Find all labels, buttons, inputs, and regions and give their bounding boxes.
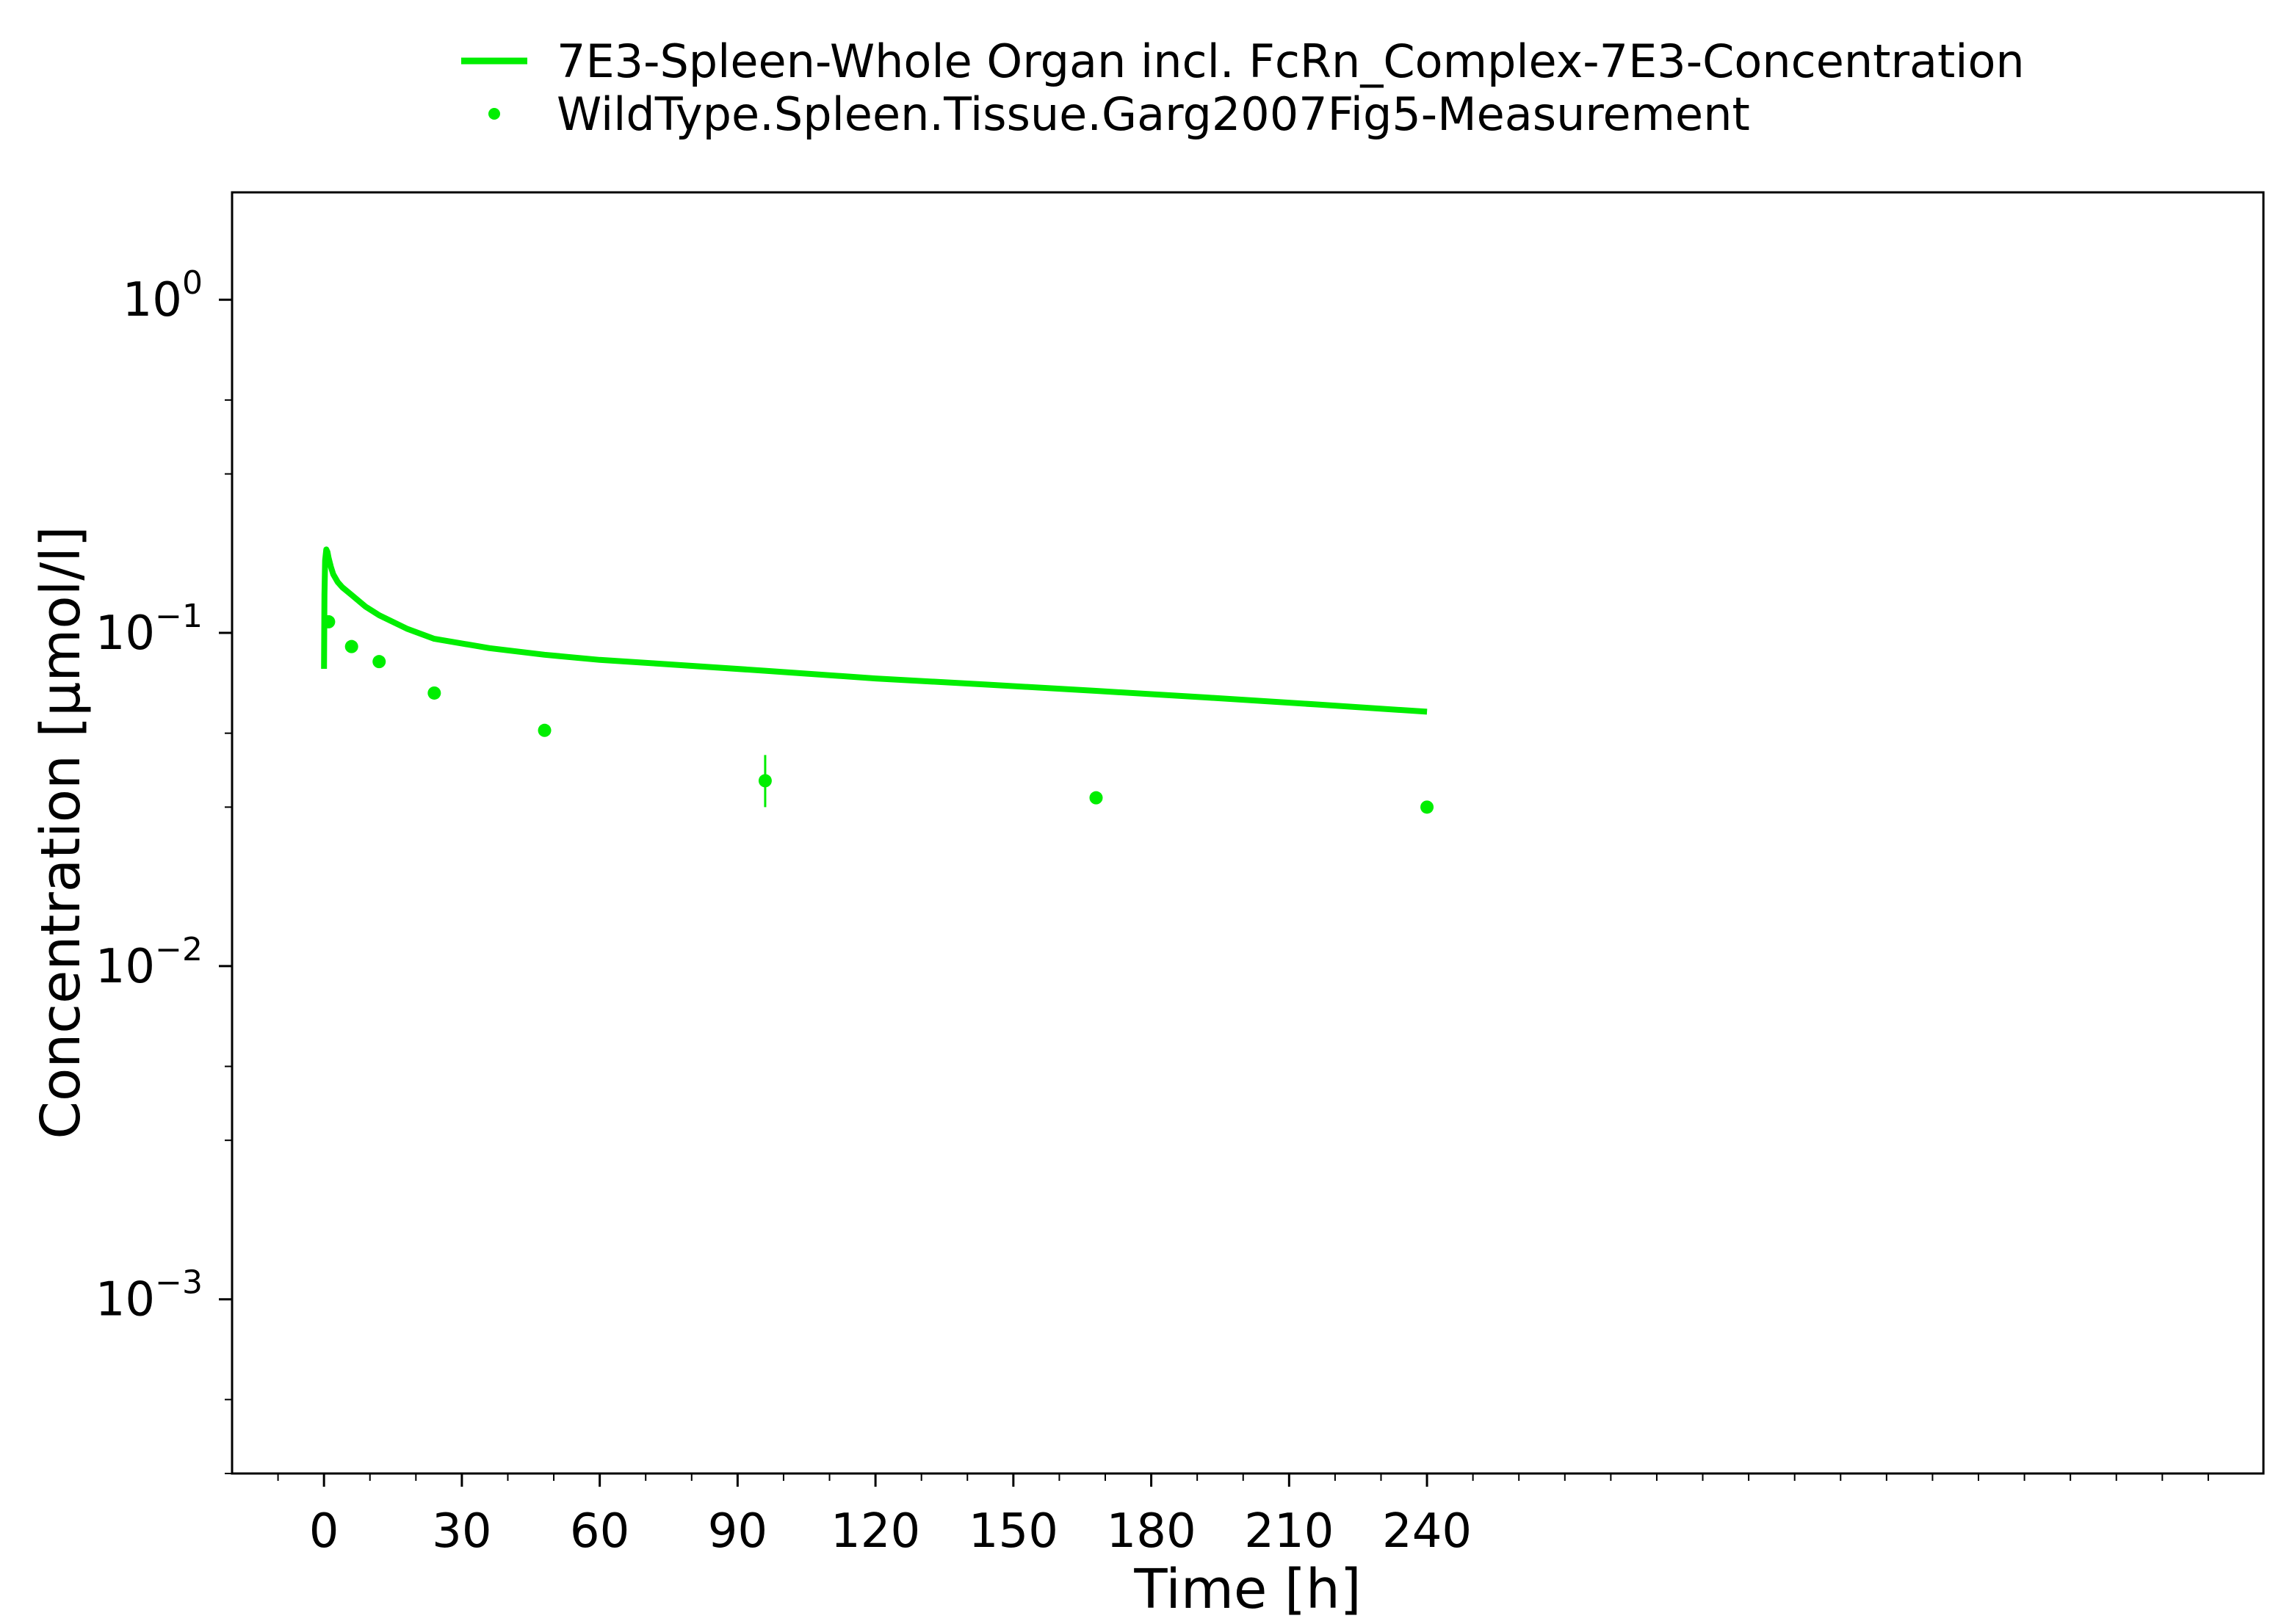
x-tick-label: 210 [1244,1504,1334,1559]
y-axis: 100 10−1 10−2 10−3 [95,264,232,1474]
plot-area [231,191,2265,1475]
y-tick-label: 10−3 [95,1264,203,1327]
y-tick-label: 10−2 [95,931,203,994]
x-tick-label: 0 [309,1504,339,1559]
data-point-measurement [344,639,358,653]
x-tick-label: 120 [831,1504,920,1559]
x-tick-label: 30 [432,1504,491,1559]
legend: 7E3-Spleen-Whole Organ incl. FcRn_Comple… [461,35,2025,141]
data-point-measurement [758,774,772,788]
y-tick-label: 10−1 [95,598,203,661]
data-point-measurement [1089,791,1103,805]
x-tick-label: 180 [1107,1504,1196,1559]
legend-label-measurement: WildType.Spleen.Tissue.Garg2007Fig5-Meas… [557,87,1750,141]
x-tick-label: 90 [708,1504,767,1559]
y-axis-label: Concentration [µmol/l] [29,526,93,1139]
x-tick-label: 60 [570,1504,629,1559]
data-point-measurement [538,723,552,737]
legend-label-simulation: 7E3-Spleen-Whole Organ incl. FcRn_Comple… [557,35,2025,88]
x-axis: 0 30 60 90 120 150 180 210 240 [277,1473,2209,1559]
series-line-simulation [321,546,1428,715]
x-tick-label: 240 [1382,1504,1472,1559]
data-point-measurement [1420,800,1434,814]
legend-marker-swatch [488,108,500,120]
series-layer [321,546,1434,814]
x-tick-label: 150 [969,1504,1058,1559]
x-axis-label: Time [h] [1133,1558,1361,1621]
data-point-measurement [427,686,441,700]
data-point-measurement [322,615,336,628]
data-point-measurement [372,655,386,669]
y-tick-label: 100 [123,264,203,327]
